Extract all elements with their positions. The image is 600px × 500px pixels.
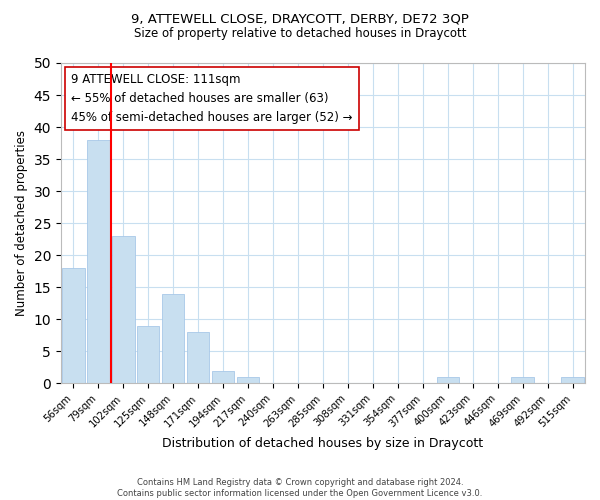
Bar bbox=[62, 268, 85, 384]
Bar bbox=[87, 140, 110, 384]
Bar bbox=[437, 377, 459, 384]
Bar bbox=[561, 377, 584, 384]
Bar bbox=[137, 326, 160, 384]
Bar bbox=[112, 236, 134, 384]
Bar bbox=[237, 377, 259, 384]
Bar bbox=[187, 332, 209, 384]
Text: 9, ATTEWELL CLOSE, DRAYCOTT, DERBY, DE72 3QP: 9, ATTEWELL CLOSE, DRAYCOTT, DERBY, DE72… bbox=[131, 12, 469, 26]
Bar bbox=[162, 294, 184, 384]
Bar bbox=[212, 370, 235, 384]
Bar bbox=[511, 377, 534, 384]
Y-axis label: Number of detached properties: Number of detached properties bbox=[15, 130, 28, 316]
X-axis label: Distribution of detached houses by size in Draycott: Distribution of detached houses by size … bbox=[163, 437, 484, 450]
Text: 9 ATTEWELL CLOSE: 111sqm
← 55% of detached houses are smaller (63)
45% of semi-d: 9 ATTEWELL CLOSE: 111sqm ← 55% of detach… bbox=[71, 72, 353, 124]
Text: Size of property relative to detached houses in Draycott: Size of property relative to detached ho… bbox=[134, 28, 466, 40]
Text: Contains HM Land Registry data © Crown copyright and database right 2024.
Contai: Contains HM Land Registry data © Crown c… bbox=[118, 478, 482, 498]
